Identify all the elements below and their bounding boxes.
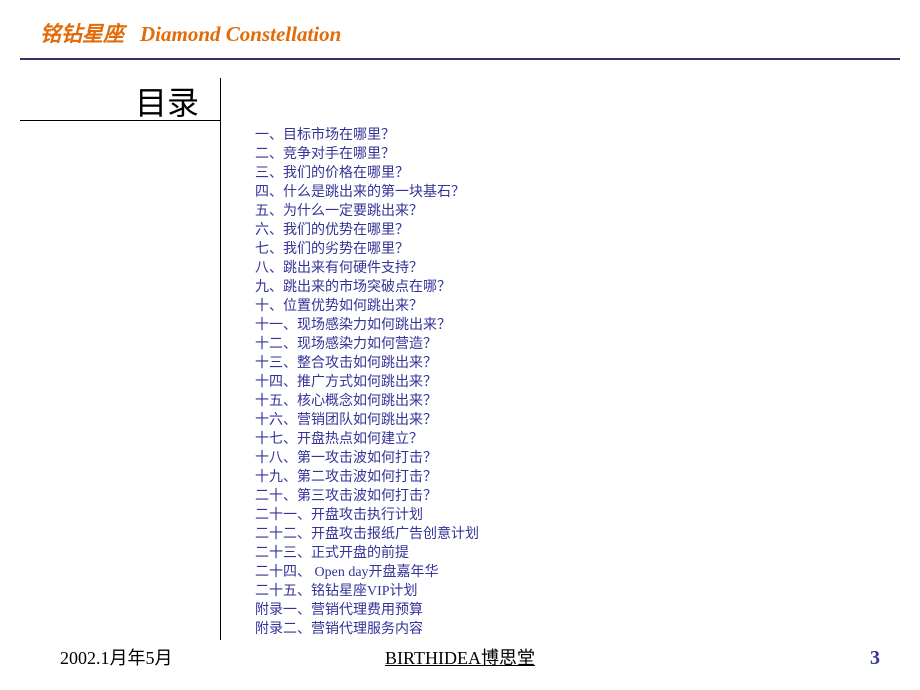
toc-item: 十一、现场感染力如何跳出来？	[255, 316, 920, 335]
toc-item: 二、竞争对手在哪里？	[255, 145, 920, 164]
toc-item: 二十三、正式开盘的前提	[255, 544, 920, 563]
toc-item: 十三、整合攻击如何跳出来？	[255, 354, 920, 373]
toc-item: 附录二、营销代理服务内容	[255, 620, 920, 639]
toc-item: 十四、推广方式如何跳出来？	[255, 373, 920, 392]
footer-date: 2002.1月年5月	[60, 644, 173, 670]
toc-item: 十八、第一攻击波如何打击？	[255, 449, 920, 468]
toc-item: 十、位置优势如何跳出来？	[255, 297, 920, 316]
toc-heading-underline	[20, 120, 220, 121]
toc-item: 十二、现场感染力如何营造？	[255, 335, 920, 354]
toc-item: 十五、核心概念如何跳出来？	[255, 392, 920, 411]
toc-item: 二十、第三攻击波如何打击？	[255, 487, 920, 506]
toc-item: 二十四、 Open day开盘嘉年华	[255, 563, 920, 582]
toc-item: 二十二、开盘攻击报纸广告创意计划	[255, 525, 920, 544]
toc-item: 二十五、铭钻星座VIP计划	[255, 582, 920, 601]
header-divider	[20, 58, 900, 60]
toc-item: 三、我们的价格在哪里？	[255, 164, 920, 183]
toc-item: 九、跳出来的市场突破点在哪？	[255, 278, 920, 297]
header-title-en: Diamond Constellation	[140, 22, 341, 46]
toc-item: 附录一、营销代理费用预算	[255, 601, 920, 620]
toc-heading: 目录	[135, 78, 199, 124]
toc-item: 八、跳出来有何硬件支持？	[255, 259, 920, 278]
toc-item: 四、什么是跳出来的第一块基石？	[255, 183, 920, 202]
toc-vertical-divider	[220, 78, 221, 640]
slide-footer: 2002.1月年5月 BIRTHIDEA博思堂 3	[0, 644, 920, 670]
toc-item: 十六、营销团队如何跳出来？	[255, 411, 920, 430]
toc-item: 一、目标市场在哪里？	[255, 126, 920, 145]
footer-company: BIRTHIDEA博思堂	[385, 644, 535, 670]
toc-item: 五、为什么一定要跳出来？	[255, 202, 920, 221]
header-title-cn: 铭钻星座	[40, 23, 124, 46]
slide-header: 铭钻星座 Diamond Constellation	[0, 0, 920, 54]
toc-item: 十九、第二攻击波如何打击？	[255, 468, 920, 487]
header-title: 铭钻星座 Diamond Constellation	[40, 18, 920, 48]
toc-item: 十七、开盘热点如何建立？	[255, 430, 920, 449]
toc-item: 六、我们的优势在哪里？	[255, 221, 920, 240]
page-number: 3	[870, 647, 880, 670]
toc-list: 一、目标市场在哪里？二、竞争对手在哪里？三、我们的价格在哪里？四、什么是跳出来的…	[255, 78, 920, 639]
toc-item: 二十一、开盘攻击执行计划	[255, 506, 920, 525]
toc-item: 七、我们的劣势在哪里？	[255, 240, 920, 259]
toc-container: 目录 一、目标市场在哪里？二、竞争对手在哪里？三、我们的价格在哪里？四、什么是跳…	[0, 78, 920, 639]
